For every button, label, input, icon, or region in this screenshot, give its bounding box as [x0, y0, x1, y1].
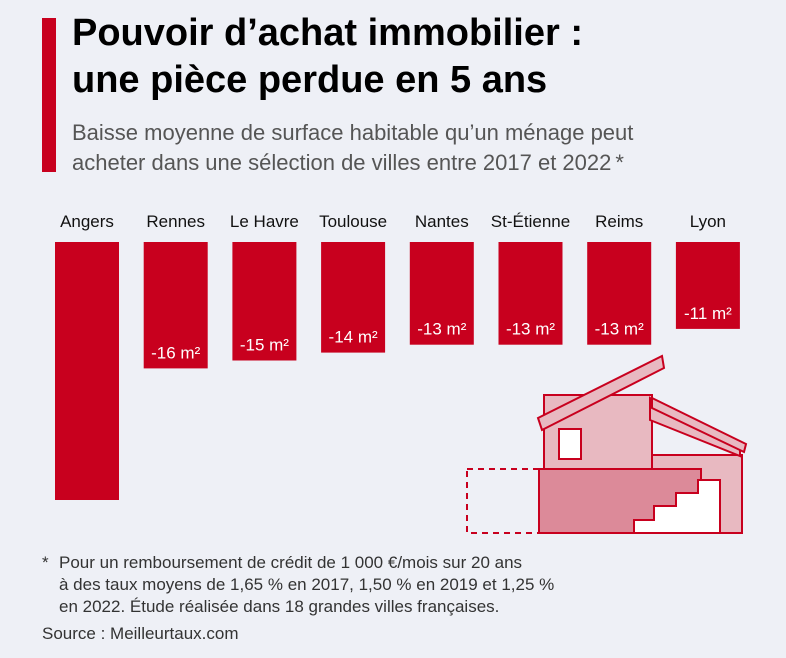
footnote-star: * — [42, 553, 49, 572]
title-line-1: Pouvoir d’achat immobilier : — [72, 12, 583, 54]
value-label: -13 m² — [595, 320, 644, 339]
bar — [498, 242, 563, 345]
title-accent-bar — [42, 18, 56, 172]
title-line-2: une pièce perdue en 5 ans — [72, 59, 548, 101]
value-label: -14 m² — [329, 328, 378, 347]
subtitle-line-2-text: acheter dans une sélection de villes ent… — [72, 150, 612, 175]
category-label: Angers — [60, 212, 114, 231]
house-icon — [466, 354, 748, 534]
category-label: Reims — [595, 212, 643, 231]
category-label: Lyon — [690, 212, 726, 231]
subtitle-line-2: acheter dans une sélection de villes ent… — [72, 148, 772, 178]
bar — [409, 242, 474, 345]
house-window — [558, 428, 582, 460]
category-label: Toulouse — [319, 212, 387, 231]
value-label: -13 m² — [506, 320, 555, 339]
source-credit: Source : Meilleurtaux.com — [42, 624, 239, 643]
category-label: Le Havre — [230, 212, 299, 231]
bar — [321, 242, 386, 353]
subtitle-line-1: Baisse moyenne de surface habitable qu’u… — [72, 120, 634, 145]
value-label: -15 m² — [240, 336, 289, 355]
bar — [143, 242, 208, 369]
bar — [232, 242, 297, 361]
footnote-line-2: à des taux moyens de 1,65 % en 2017, 1,5… — [59, 575, 555, 594]
footnote-body: Pour un remboursement de crédit de 1 000… — [42, 552, 662, 618]
footnote-line-3: en 2022. Étude réalisée dans 18 grandes … — [59, 597, 500, 616]
footnote-line-1: Pour un remboursement de crédit de 1 000… — [59, 553, 523, 572]
category-label: Rennes — [146, 212, 205, 231]
category-label: Nantes — [415, 212, 469, 231]
lost-room-outline — [466, 468, 540, 534]
house-main-roof — [536, 354, 666, 432]
subtitle-footnote-mark: * — [615, 150, 624, 175]
value-label: -13 m² — [417, 320, 466, 339]
footnote: * Pour un remboursement de crédit de 1 0… — [42, 552, 662, 618]
bar — [55, 242, 119, 500]
category-label: St-Étienne — [491, 212, 570, 231]
value-label: -11 m² — [684, 304, 732, 323]
page-title: Pouvoir d’achat immobilier : une pièce p… — [72, 10, 772, 104]
bar — [587, 242, 652, 345]
house-stairs — [633, 479, 721, 534]
subtitle: Baisse moyenne de surface habitable qu’u… — [72, 118, 772, 178]
house-annex-roof — [651, 396, 748, 454]
value-label: -16 m² — [151, 343, 200, 362]
bar — [675, 242, 740, 329]
